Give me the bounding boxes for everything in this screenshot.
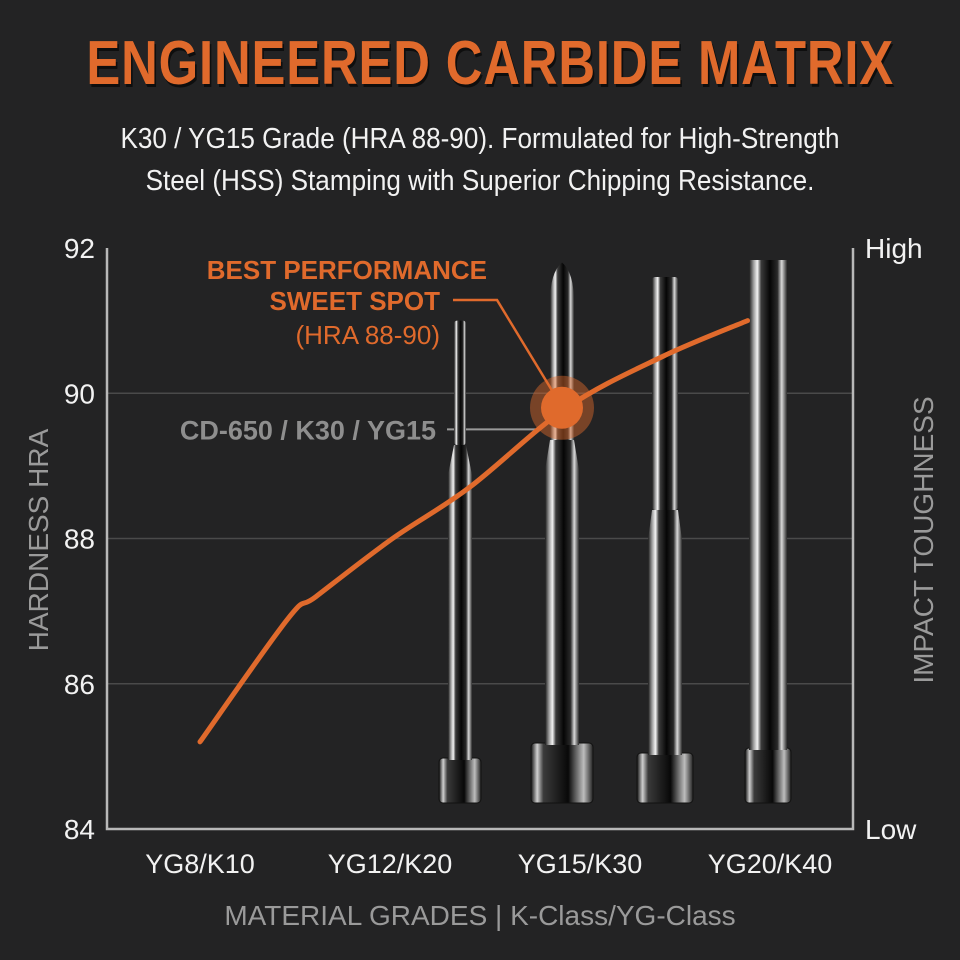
grid-lines [107, 392, 853, 685]
punch-yg20-k40-straight [744, 260, 792, 804]
y-tick-86: 86 [64, 669, 95, 700]
punch-head [530, 742, 594, 804]
punch-head [438, 757, 482, 804]
punch-shaft [545, 470, 579, 745]
x-tick-label: YG12/K20 [328, 849, 453, 879]
punch-images [438, 260, 792, 804]
sweet-spot-label-line2: SWEET SPOT [270, 286, 441, 316]
x-tick-label: YG8/K10 [145, 849, 255, 879]
sweet-spot-leader-line [453, 298, 556, 395]
series-group [197, 318, 751, 745]
punch-taper [749, 260, 787, 290]
x-axis-title: MATERIAL GRADES | K-Class/YG-Class [224, 900, 735, 931]
x-tick-label: YG15/K30 [518, 849, 643, 879]
reference-line-group: CD-650 / K30 / YG15 [180, 415, 540, 445]
labels-group: 84 86 88 90 92 High Low HARDNESS HRA IMPACT TOUG… [23, 233, 939, 931]
series-line-toughness [197, 318, 751, 745]
punch-taper [545, 440, 579, 470]
reference-label: CD-650 / K30 / YG15 [180, 415, 436, 445]
y2-tick-low: Low [865, 814, 917, 845]
subtitle-line-1: K30 / YG15 Grade (HRA 88-90). Formulated… [120, 123, 840, 155]
punch-shaft [648, 540, 682, 755]
y2-tick-high: High [865, 233, 923, 264]
axes [105, 248, 855, 831]
punch-yg12-k20 [438, 320, 482, 804]
punch-shaft [749, 290, 787, 750]
sweet-spot-marker [541, 386, 583, 429]
sweet-spot-label-line3: (HRA 88-90) [296, 320, 441, 350]
y-axis-title: HARDNESS HRA [23, 428, 54, 651]
punch-taper [448, 445, 472, 475]
y-tick-88: 88 [64, 524, 95, 555]
page-title: ENGINEERED CARBIDE MATRIX [86, 29, 895, 98]
punch-head [636, 752, 694, 804]
y2-axis-title: IMPACT TOUGHNESS [908, 396, 939, 683]
punch-yg20-k40-stepped [636, 277, 694, 804]
y-tick-84: 84 [64, 814, 95, 845]
punch-tip [454, 320, 466, 445]
y-tick-92: 92 [64, 233, 95, 264]
punch-yg15-k30 [530, 262, 594, 804]
page-subtitle: K30 / YG15 Grade (HRA 88-90). Formulated… [48, 118, 912, 202]
punch-head [744, 747, 792, 804]
y-tick-90: 90 [64, 378, 95, 409]
x-tick-label: YG20/K40 [708, 849, 833, 879]
axis-frame [105, 248, 855, 831]
subtitle-line-2: Steel (HSS) Stamping with Superior Chipp… [145, 165, 815, 197]
punch-shaft [448, 475, 472, 760]
punch-tip [652, 277, 678, 510]
punch-taper [648, 510, 682, 540]
sweet-spot-label-line1: BEST PERFORMANCE [207, 255, 487, 285]
